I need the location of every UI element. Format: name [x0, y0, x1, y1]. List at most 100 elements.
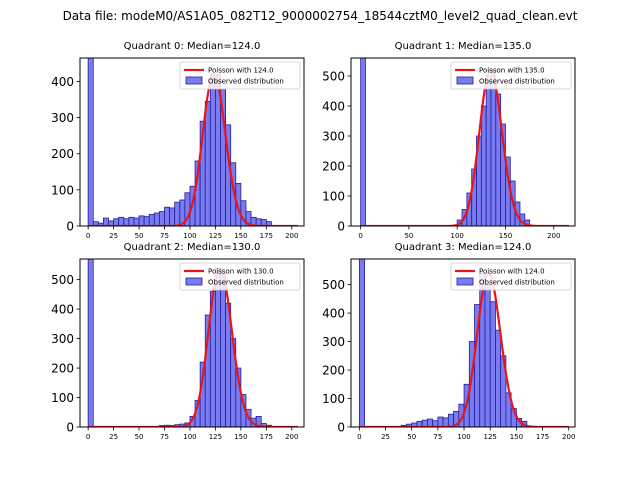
y-tick-label: 0 [66, 220, 74, 234]
legend: Poisson with 135.0 Observed distribution [450, 61, 572, 90]
legend-line-label: Poisson with 124.0 [479, 268, 545, 276]
legend-bar-swatch [456, 277, 474, 286]
histogram-bar [215, 267, 221, 427]
x-tick-label: 75 [160, 232, 169, 240]
histogram-bar [148, 214, 155, 226]
histogram-bar [489, 301, 496, 427]
x-tick-label: 200 [285, 232, 298, 240]
legend-box [179, 61, 301, 90]
y-tick-label: 300 [51, 111, 74, 125]
x-tick-label: 200 [547, 232, 560, 240]
legend-bar-label: Observed distribution [208, 279, 284, 287]
histogram-bar [265, 221, 272, 226]
subplot-quadrant-3: Quadrant 3: Median=124.0 0 25 50 75 100 125 150… [322, 242, 576, 441]
y-tick-label: 0 [66, 421, 74, 435]
histogram-bar [495, 329, 502, 427]
histogram-bar [164, 206, 171, 226]
x-tick-label: 100 [183, 232, 196, 240]
x-tick-label: 175 [260, 232, 273, 240]
histogram-bar [159, 211, 165, 226]
histogram-bar [442, 417, 449, 427]
x-tick-label: 0 [358, 232, 362, 240]
histogram-bar [484, 284, 491, 427]
x-tick-label: 50 [404, 232, 413, 240]
poisson-curve [360, 68, 570, 226]
y-tick-label: 400 [322, 307, 345, 321]
y-tick-label: 200 [322, 364, 345, 378]
legend-line-label: Poisson with 130.0 [208, 268, 274, 276]
y-tick-label: 200 [51, 147, 74, 161]
x-tick-label: 125 [209, 232, 222, 240]
legend-bar-swatch [185, 277, 203, 286]
legend: Poisson with 130.0 Observed distribution [179, 262, 301, 291]
y-tick-label: 500 [322, 70, 345, 84]
x-tick-label: 200 [285, 433, 298, 441]
x-tick-label: 200 [562, 433, 575, 441]
y-tick-label: 300 [322, 130, 345, 144]
y-tick-label: 400 [322, 100, 345, 114]
x-tick-label: 175 [536, 433, 549, 441]
x-tick-label: 25 [109, 433, 118, 441]
histogram-bar [358, 259, 366, 427]
axes-frame [350, 258, 576, 428]
x-tick-label: 150 [499, 232, 512, 240]
histogram-bar [87, 58, 94, 226]
x-tick-label: 100 [183, 433, 196, 441]
x-tick-label: 50 [135, 232, 144, 240]
histogram-bar [103, 217, 109, 226]
x-tick-label: 100 [457, 433, 470, 441]
figure-suptitle: Data file: modeM0/AS1A05_082T12_90000027… [63, 9, 578, 23]
histogram-bar [138, 215, 145, 226]
y-tick-label: 400 [51, 75, 74, 89]
legend: Poisson with 124.0 Observed distribution [450, 262, 572, 291]
x-tick-label: 50 [135, 433, 144, 441]
x-tick-label: 0 [86, 232, 90, 240]
y-tick-label: 100 [51, 183, 74, 197]
axes-frame [350, 57, 576, 227]
y-tick-label: 300 [322, 335, 345, 349]
subplot-quadrant-2: Quadrant 2: Median=130.0 0 25 50 75 100 125 150… [51, 242, 305, 441]
legend-bar-label: Observed distribution [479, 279, 555, 287]
x-tick-label: 150 [510, 433, 523, 441]
legend-bar-swatch [185, 76, 203, 85]
histogram-bar [485, 75, 492, 226]
histogram-bar [437, 416, 444, 427]
histogram-bar [128, 216, 135, 226]
x-tick-label: 75 [433, 433, 442, 441]
legend-line-label: Poisson with 124.0 [208, 67, 274, 75]
y-tick-label: 0 [337, 421, 345, 435]
axes-frame [79, 57, 305, 227]
plot-area [360, 58, 570, 226]
x-tick-label: 175 [260, 433, 273, 441]
legend-bar-label: Observed distribution [479, 78, 555, 86]
poisson-curve [88, 73, 298, 226]
histogram-bar [490, 69, 497, 226]
x-tick-label: 150 [234, 433, 247, 441]
y-tick-label: 100 [51, 391, 74, 405]
poisson-curve [88, 266, 298, 427]
legend-bar-label: Observed distribution [208, 78, 284, 86]
x-tick-label: 100 [451, 232, 464, 240]
subplot-title: Quadrant 1: Median=135.0 [395, 41, 532, 52]
plot-area [358, 259, 569, 427]
histogram-bar [360, 58, 366, 226]
histogram-bar [427, 418, 434, 427]
y-tick-label: 500 [322, 278, 345, 292]
x-tick-label: 50 [407, 433, 416, 441]
histogram-bar [480, 105, 487, 226]
y-tick-label: 0 [337, 220, 345, 234]
y-tick-label: 400 [51, 303, 74, 317]
histogram-bar [87, 259, 94, 427]
y-tick-label: 200 [322, 160, 345, 174]
y-tick-label: 500 [51, 273, 74, 287]
legend-line-label: Poisson with 135.0 [479, 67, 545, 75]
histogram-bar [133, 217, 140, 226]
x-tick-label: 75 [160, 433, 169, 441]
y-tick-label: 200 [51, 362, 74, 376]
histogram-bar [143, 216, 150, 226]
histogram-bar [220, 273, 227, 427]
histogram-bar [153, 212, 160, 226]
x-tick-label: 125 [209, 433, 222, 441]
